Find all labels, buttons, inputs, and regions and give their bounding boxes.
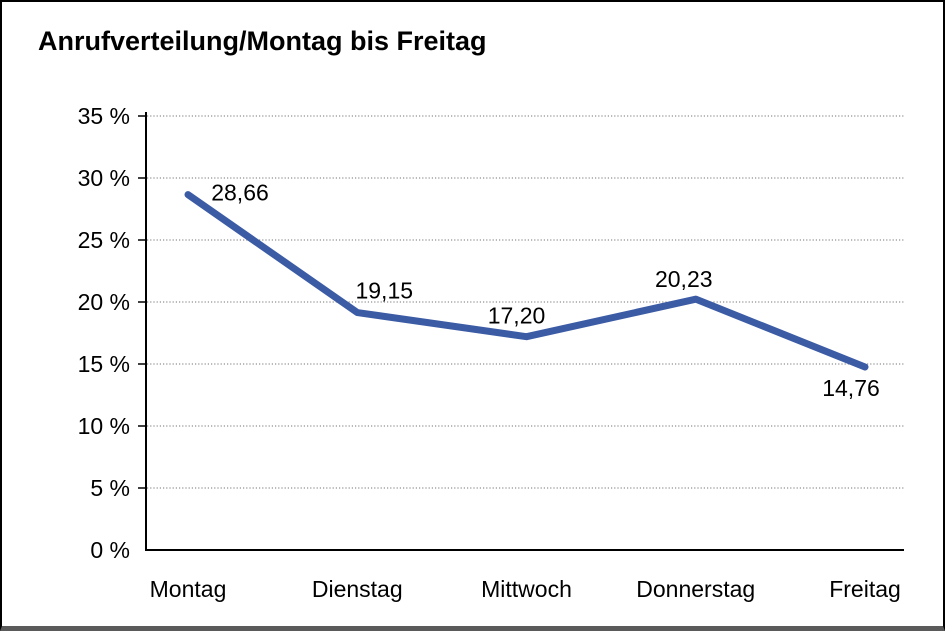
y-axis-tick-label: 20 %	[78, 289, 130, 315]
y-axis-tick-label: 30 %	[78, 165, 130, 191]
data-line	[184, 191, 869, 371]
data-label: 14,76	[822, 375, 880, 401]
y-axis-tick-label: 35 %	[78, 103, 130, 129]
x-axis-label: Dienstag	[312, 576, 403, 602]
data-label: 19,15	[355, 278, 413, 304]
y-axis-tick-label: 10 %	[78, 413, 130, 439]
x-axis-label: Donnerstag	[636, 576, 755, 602]
y-axis-tick-label: 0 %	[90, 537, 130, 563]
chart-title: Anrufverteilung/Montag bis Freitag	[38, 26, 487, 56]
y-axis-tick-label: 15 %	[78, 351, 130, 377]
y-axis-tick-label: 25 %	[78, 227, 130, 253]
x-axis-label: Montag	[150, 576, 227, 602]
data-label: 17,20	[488, 303, 546, 329]
data-label: 28,66	[211, 180, 269, 206]
y-axis-tick-label: 5 %	[90, 475, 130, 501]
x-axis-label: Freitag	[829, 576, 901, 602]
data-label: 20,23	[655, 266, 713, 292]
x-axis-label: Mittwoch	[481, 576, 572, 602]
